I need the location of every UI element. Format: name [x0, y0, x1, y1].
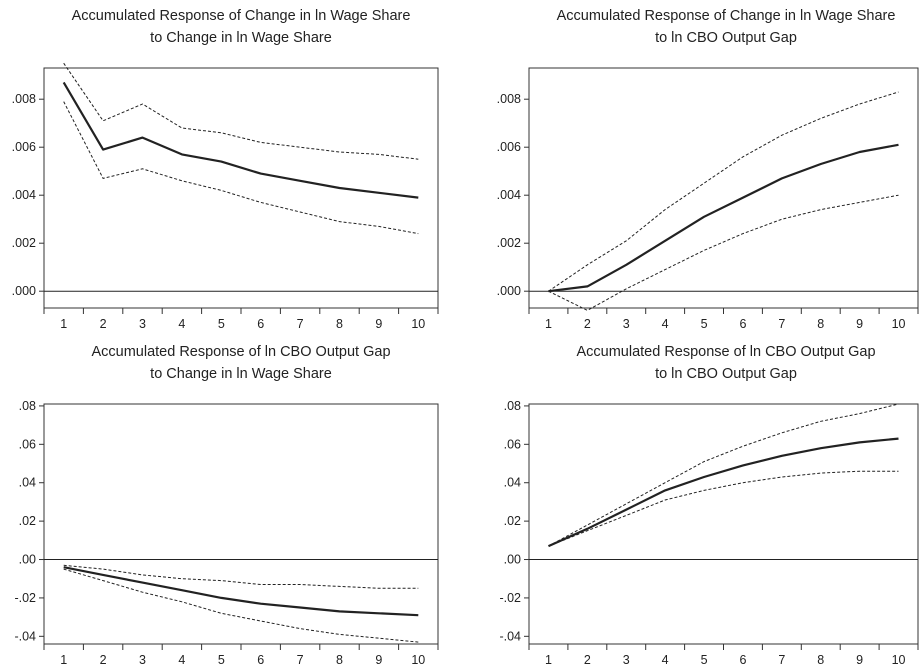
x-tick-label: 10: [892, 653, 906, 667]
response-line: [548, 143, 899, 293]
x-tick-label: 8: [336, 317, 343, 331]
x-tick-label: 6: [739, 317, 746, 331]
y-tick-label: .008: [12, 92, 36, 106]
confidence-band-lower: [548, 194, 899, 311]
y-tick-label: .02: [19, 514, 36, 528]
x-tick-label: 2: [584, 653, 591, 667]
x-tick-label: 8: [336, 653, 343, 667]
x-tick-label: 7: [778, 653, 785, 667]
y-tick-label: .04: [19, 476, 36, 490]
chart-title-line-1: Accumulated Response of Change in ln Wag…: [557, 8, 896, 24]
y-tick-label: .002: [497, 236, 521, 250]
x-tick-label: 1: [60, 317, 67, 331]
chart-panel-3: Accumulated Response of ln CBO Output Ga…: [14, 344, 439, 667]
x-tick-label: 10: [892, 317, 906, 331]
y-tick-label: .04: [504, 476, 521, 490]
chart-panel-4: Accumulated Response of ln CBO Output Ga…: [499, 344, 919, 667]
x-tick-label: 8: [817, 317, 824, 331]
chart-title-line-2: to ln CBO Output Gap: [655, 30, 797, 46]
x-tick-label: 4: [178, 653, 185, 667]
x-tick-label: 1: [60, 653, 67, 667]
x-tick-label: 9: [856, 317, 863, 331]
plot-frame: [528, 67, 919, 309]
y-tick-label: .02: [504, 514, 521, 528]
plot-frame: [43, 67, 439, 309]
x-tick-label: 2: [100, 317, 107, 331]
x-tick-label: 5: [701, 317, 708, 331]
x-tick-label: 6: [739, 653, 746, 667]
y-tick-label: .000: [497, 284, 521, 298]
y-tick-label: .006: [497, 140, 521, 154]
chart-title-line-2: to Change in ln Wage Share: [150, 30, 332, 46]
y-tick-label: -.04: [14, 629, 36, 643]
x-tick-label: 1: [545, 653, 552, 667]
y-tick-label: .08: [504, 399, 521, 413]
x-tick-label: 4: [662, 653, 669, 667]
y-tick-label: .06: [504, 437, 521, 451]
x-tick-label: 7: [297, 653, 304, 667]
chart-title-line-1: Accumulated Response of ln CBO Output Ga…: [91, 344, 390, 360]
x-tick-label: 3: [139, 317, 146, 331]
confidence-band-upper: [63, 62, 419, 160]
y-tick-label: -.02: [14, 591, 36, 605]
plot-frame: [528, 403, 919, 645]
x-tick-label: 5: [701, 653, 708, 667]
x-tick-label: 2: [100, 653, 107, 667]
confidence-band-upper: [548, 403, 899, 547]
x-tick-label: 5: [218, 317, 225, 331]
confidence-band-lower: [548, 470, 899, 547]
x-tick-label: 8: [817, 653, 824, 667]
chart-title-line-1: Accumulated Response of ln CBO Output Ga…: [576, 344, 875, 360]
confidence-band-lower: [63, 568, 419, 643]
x-tick-label: 7: [297, 317, 304, 331]
y-tick-label: .08: [19, 399, 36, 413]
x-tick-label: 10: [411, 317, 425, 331]
y-tick-label: -.04: [499, 629, 521, 643]
x-tick-label: 2: [584, 317, 591, 331]
x-tick-label: 4: [178, 317, 185, 331]
x-tick-label: 3: [623, 317, 630, 331]
response-line: [62, 81, 419, 199]
y-tick-label: .00: [504, 553, 521, 567]
x-tick-label: 6: [257, 653, 264, 667]
chart-panel-2: Accumulated Response of Change in ln Wag…: [497, 8, 919, 331]
y-tick-label: .000: [12, 284, 36, 298]
chart-title-line-2: to Change in ln Wage Share: [150, 366, 332, 382]
x-tick-label: 7: [778, 317, 785, 331]
y-tick-label: .00: [19, 553, 36, 567]
y-tick-label: .004: [12, 188, 36, 202]
x-tick-label: 10: [411, 653, 425, 667]
plot-frame: [43, 403, 439, 645]
y-tick-label: .002: [12, 236, 36, 250]
response-line: [548, 437, 899, 548]
x-tick-label: 9: [375, 653, 382, 667]
x-tick-label: 3: [139, 653, 146, 667]
confidence-band-lower: [63, 101, 419, 235]
x-tick-label: 5: [218, 653, 225, 667]
y-tick-label: .004: [497, 188, 521, 202]
chart-panel-1: Accumulated Response of Change in ln Wag…: [12, 8, 439, 331]
x-tick-label: 3: [623, 653, 630, 667]
chart-title-line-2: to ln CBO Output Gap: [655, 366, 797, 382]
y-tick-label: .06: [19, 437, 36, 451]
y-tick-label: .006: [12, 140, 36, 154]
confidence-band-upper: [63, 564, 419, 589]
x-tick-label: 9: [856, 653, 863, 667]
confidence-band-upper: [548, 91, 899, 292]
response-line: [63, 566, 419, 617]
y-tick-label: .008: [497, 92, 521, 106]
y-tick-label: -.02: [499, 591, 521, 605]
chart-title-line-1: Accumulated Response of Change in ln Wag…: [72, 8, 411, 24]
x-tick-label: 1: [545, 317, 552, 331]
x-tick-label: 4: [662, 317, 669, 331]
x-tick-label: 9: [375, 317, 382, 331]
x-tick-label: 6: [257, 317, 264, 331]
